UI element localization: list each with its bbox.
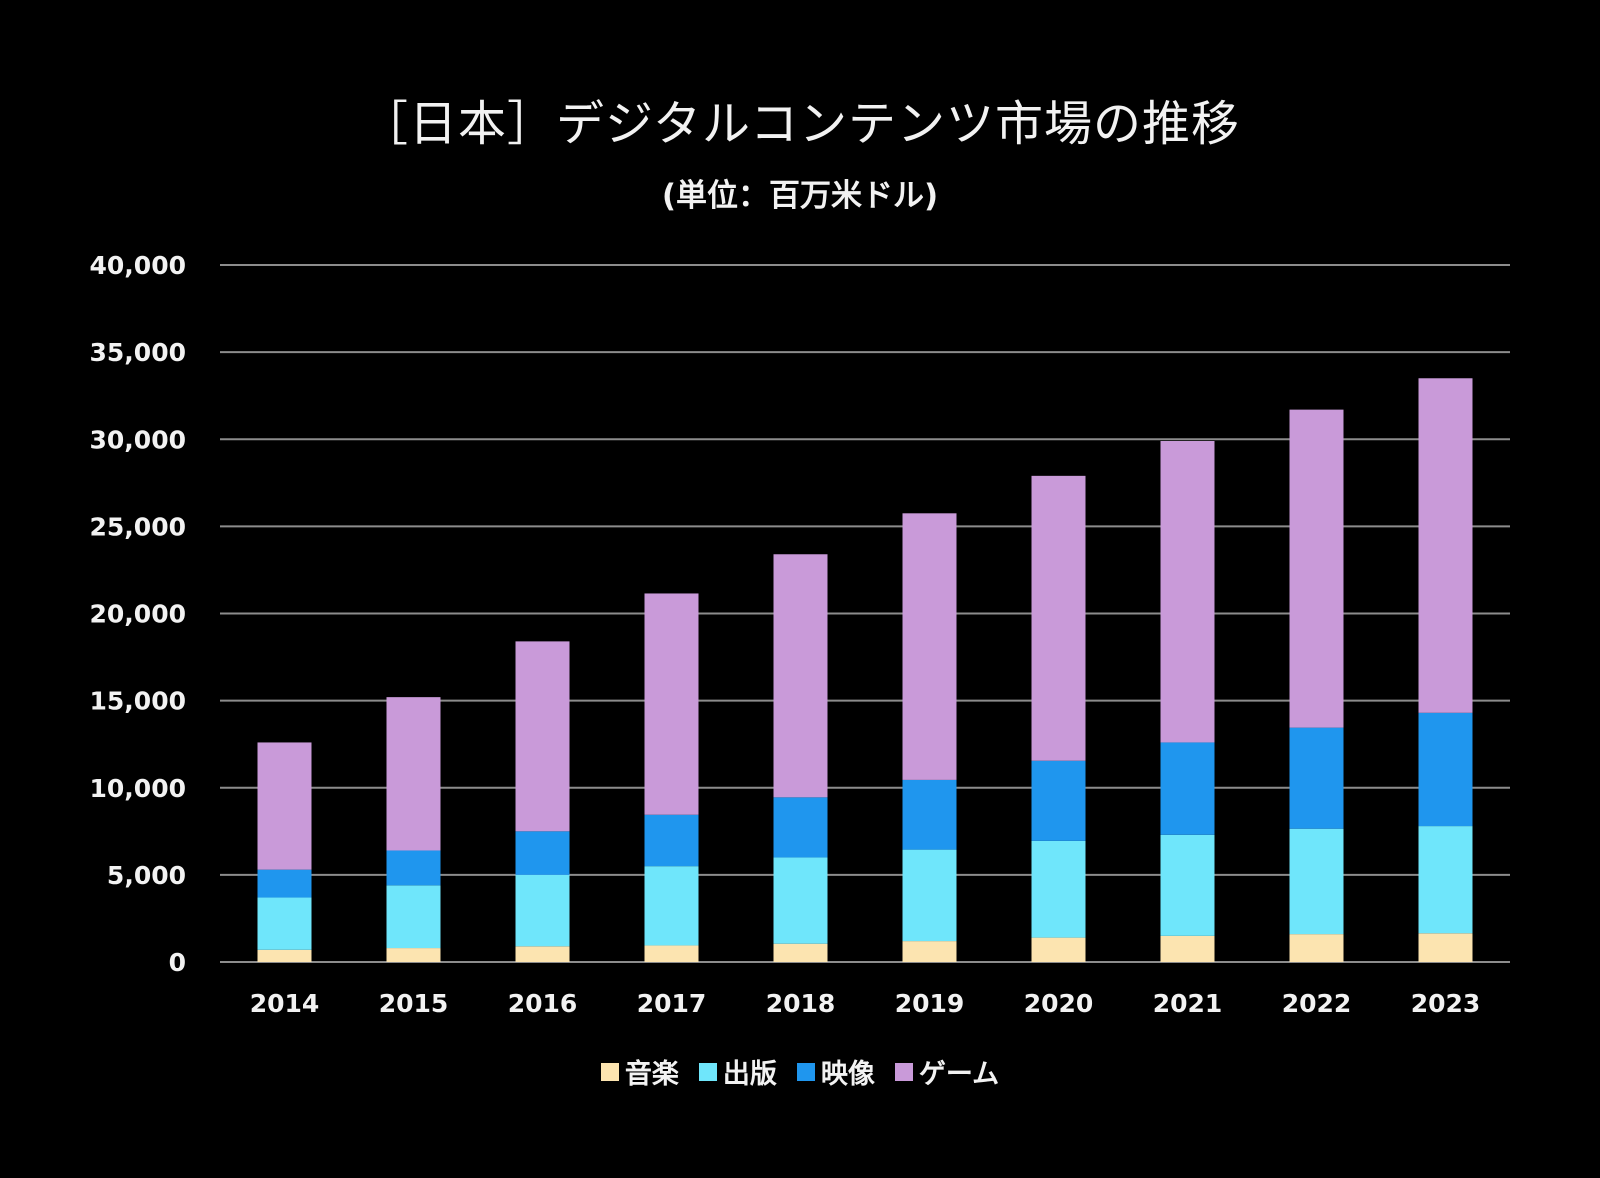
- y-tick-label: 35,000: [90, 338, 186, 367]
- legend: 音楽 出版 映像 ゲーム: [0, 1052, 1600, 1091]
- bar-segment: [902, 849, 957, 942]
- bar-segment: [1418, 933, 1473, 962]
- y-tick-label: 40,000: [90, 251, 186, 280]
- bar-segment: [1289, 409, 1344, 728]
- y-axis-ticks: 0 5,000 10,000 15,000 20,000 25,000 30,000 35,0…: [90, 251, 186, 977]
- bar-segment: [1160, 834, 1215, 936]
- y-tick-label: 20,000: [90, 600, 186, 629]
- x-tick-label: 2014: [250, 989, 320, 1018]
- x-tick-label: 2015: [379, 989, 449, 1018]
- bar-segment: [1031, 937, 1086, 962]
- bar-segment: [1418, 712, 1473, 827]
- legend-label: 映像: [820, 1059, 875, 1090]
- legend-item: ゲーム: [894, 1052, 1000, 1091]
- bar-segment: [902, 779, 957, 850]
- bar-segment: [1289, 934, 1344, 962]
- legend-swatch: [698, 1062, 717, 1081]
- bar-segment: [644, 593, 699, 815]
- y-tick-label: 15,000: [90, 687, 186, 716]
- bar-segment: [644, 866, 699, 946]
- x-tick-label: 2016: [508, 989, 578, 1018]
- y-tick-label: 5,000: [107, 861, 186, 890]
- x-tick-label: 2021: [1153, 989, 1223, 1018]
- x-tick-label: 2019: [895, 989, 965, 1018]
- y-tick-label: 30,000: [90, 425, 186, 454]
- legend-label: ゲーム: [918, 1059, 1000, 1090]
- legend-item: 音楽: [600, 1052, 679, 1091]
- bar-segment: [644, 814, 699, 867]
- bar-segment: [386, 697, 441, 851]
- x-tick-label: 2018: [766, 989, 836, 1018]
- bar-segment: [257, 742, 312, 870]
- bar-segment: [1418, 378, 1473, 713]
- y-tick-label: 25,000: [90, 512, 186, 541]
- bar-segment: [1160, 935, 1215, 962]
- bar-segment: [773, 943, 828, 962]
- x-axis-ticks: 2014 2015 2016 2017 2018 2019 2020 2021 2022 2023: [250, 989, 1481, 1018]
- bar-segment: [386, 948, 441, 962]
- legend-swatch: [894, 1062, 913, 1081]
- x-tick-label: 2022: [1282, 989, 1352, 1018]
- bar-segment: [257, 897, 312, 950]
- x-tick-label: 2020: [1024, 989, 1094, 1018]
- bar-segment: [773, 554, 828, 798]
- legend-label: 音楽: [624, 1059, 679, 1090]
- legend-item: 映像: [796, 1052, 875, 1091]
- x-tick-label: 2017: [637, 989, 707, 1018]
- bar-segment: [257, 949, 312, 962]
- bar-segment: [515, 831, 570, 875]
- bar-segment: [1289, 828, 1344, 935]
- legend-swatch: [796, 1062, 815, 1081]
- bar-segment: [1160, 440, 1215, 743]
- bar-segment: [386, 850, 441, 886]
- legend-label: 出版: [722, 1059, 777, 1090]
- bar-segment: [1031, 840, 1086, 938]
- bar-segment: [773, 797, 828, 858]
- bar-segment: [1289, 727, 1344, 829]
- y-tick-label: 10,000: [90, 774, 186, 803]
- chart-subtitle: (単位：百万米ドル): [661, 178, 939, 214]
- legend-item: 出版: [698, 1052, 777, 1091]
- bar-segment: [1418, 826, 1473, 934]
- x-tick-label: 2023: [1411, 989, 1481, 1018]
- bar-segment: [1160, 742, 1215, 835]
- legend-swatch: [600, 1062, 619, 1081]
- bar-segment: [386, 885, 441, 949]
- bar-segment: [1031, 760, 1086, 841]
- bar-segment: [902, 941, 957, 962]
- bar-segment: [1031, 475, 1086, 761]
- bar-segment: [773, 857, 828, 944]
- bar-segment: [515, 874, 570, 947]
- y-tick-label: 0: [169, 948, 186, 977]
- bar-segment: [644, 945, 699, 962]
- bar-segment: [515, 641, 570, 832]
- bars: [257, 378, 1473, 962]
- bar-segment: [902, 513, 957, 780]
- chart-title: ［日本］デジタルコンテンツ市場の推移: [359, 96, 1241, 152]
- bar-segment: [515, 946, 570, 962]
- bar-segment: [257, 869, 312, 898]
